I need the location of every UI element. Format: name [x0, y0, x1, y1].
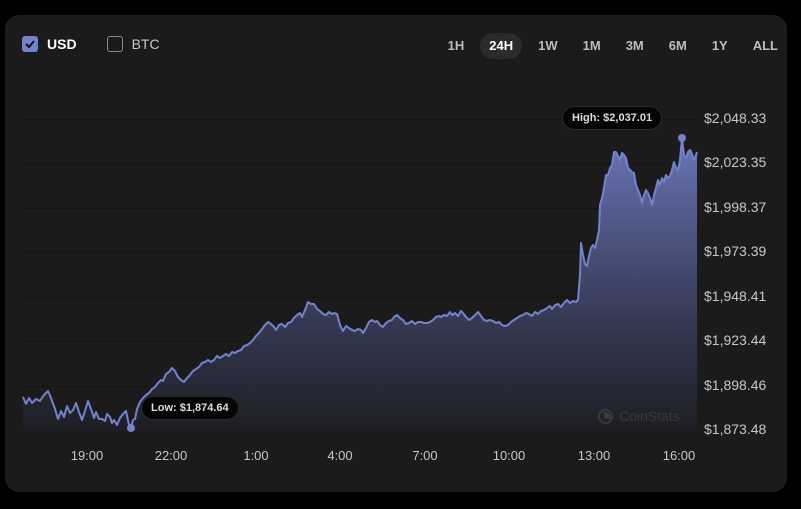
x-tick-label: 4:00 [327, 448, 353, 463]
x-tick-label: 10:00 [492, 448, 526, 463]
price-area [23, 138, 697, 431]
checkbox-checked-icon[interactable] [22, 36, 38, 52]
currency-toggles: USD BTC [22, 36, 190, 52]
high-tooltip: High: $2,037.01 [562, 106, 663, 130]
y-tick-label: $1,998.37 [704, 199, 767, 215]
x-tick-label: 13:00 [577, 448, 611, 463]
range-24h[interactable]: 24H [480, 33, 523, 59]
usd-toggle[interactable]: USD [22, 36, 77, 52]
y-tick-label: $1,898.46 [704, 377, 767, 393]
range-1h[interactable]: 1H [447, 38, 465, 53]
y-tick-label: $1,923.44 [704, 332, 767, 348]
range-6m[interactable]: 6M [668, 38, 687, 53]
range-3m[interactable]: 3M [625, 38, 644, 53]
btc-toggle[interactable]: BTC [106, 36, 160, 52]
low-tooltip: Low: $1,874.64 [141, 396, 239, 420]
y-tick-label: $2,048.33 [704, 110, 767, 126]
usd-label: USD [47, 36, 77, 52]
checkbox-unchecked-icon[interactable] [106, 36, 123, 52]
coinstats-logo-icon [598, 408, 613, 424]
range-1w[interactable]: 1W [538, 38, 558, 53]
range-1y[interactable]: 1Y [711, 38, 728, 53]
range-1m[interactable]: 1M [582, 38, 601, 53]
x-tick-label: 1:00 [243, 448, 269, 463]
high-point-marker[interactable] [678, 134, 686, 142]
time-range-selector: 1H 24H 1W 1M 3M 6M 1Y ALL [432, 33, 787, 59]
price-line [22, 137, 698, 429]
x-tick-label: 7:00 [412, 448, 438, 463]
x-tick-label: 19:00 [70, 448, 104, 463]
x-tick-label: 16:00 [662, 448, 696, 463]
y-tick-label: $1,973.39 [704, 243, 767, 259]
x-tick-label: 22:00 [154, 448, 188, 463]
y-tick-label: $1,948.41 [704, 288, 767, 304]
watermark-text: CoinStats [619, 408, 680, 424]
btc-label: BTC [131, 36, 160, 52]
y-tick-label: $1,873.48 [704, 421, 767, 437]
range-all[interactable]: ALL [752, 38, 778, 53]
y-tick-label: $2,023.35 [704, 154, 767, 170]
low-point-marker[interactable] [127, 424, 135, 432]
coinstats-watermark: CoinStats [598, 408, 680, 424]
